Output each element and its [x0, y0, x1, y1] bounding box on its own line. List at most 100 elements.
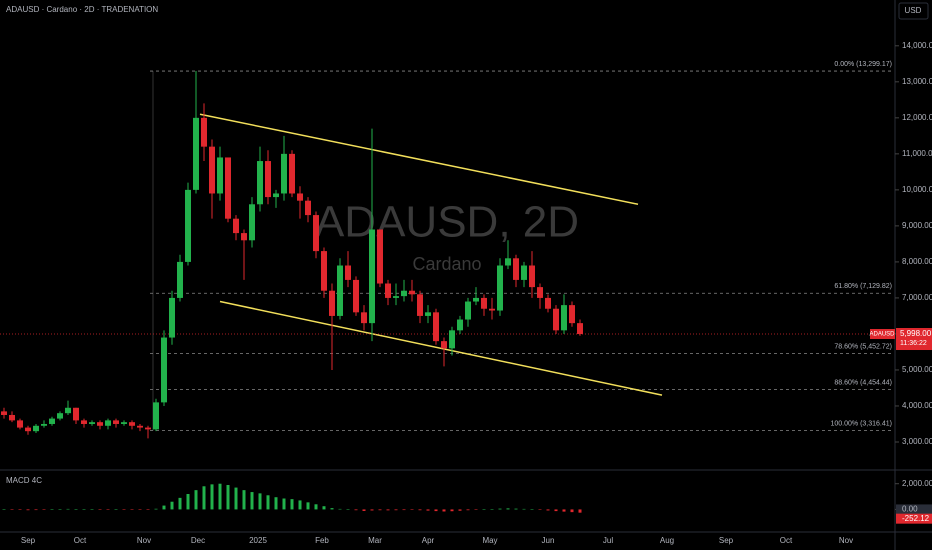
candle-body	[569, 305, 575, 324]
candle-body	[113, 420, 119, 424]
candle-body	[169, 297, 175, 338]
histogram-bar	[234, 487, 238, 510]
histogram-bar	[2, 509, 6, 510]
histogram-bar	[106, 509, 110, 510]
histogram-bar	[146, 509, 150, 510]
histogram-bar	[282, 498, 286, 510]
y-tick-label: 14,000.00	[902, 41, 932, 50]
candle-body	[153, 402, 159, 430]
candle-body	[49, 418, 55, 424]
y-tick-label: 8,000.00	[902, 257, 932, 266]
zero-tag	[896, 504, 932, 515]
candle-body	[33, 425, 39, 432]
x-tick-label: Sep	[21, 536, 36, 545]
watermark-sub: Cardano	[412, 254, 481, 274]
histogram-bar	[378, 509, 382, 511]
histogram-bar	[578, 509, 582, 513]
candle-body	[529, 265, 535, 288]
candle-body	[393, 296, 399, 298]
candle-body	[497, 265, 503, 311]
candle-body	[129, 422, 135, 426]
x-tick-label: 2025	[249, 536, 267, 545]
fib-label: 100.00% (3,316.41)	[831, 420, 893, 427]
histogram-bar	[338, 508, 342, 510]
histogram-bar	[546, 509, 550, 511]
histogram-bar	[442, 509, 446, 512]
value-tag	[896, 513, 932, 524]
histogram-bar	[498, 508, 502, 510]
histogram-bar	[562, 509, 566, 512]
histogram-bar	[330, 508, 334, 510]
histogram-bar	[258, 493, 262, 510]
histogram-bar	[210, 484, 214, 510]
x-tick-label: Oct	[74, 536, 87, 545]
candle-body	[489, 308, 495, 311]
candle-body	[433, 312, 439, 342]
histogram-bar	[18, 509, 22, 510]
candle-body	[513, 258, 519, 280]
candle-body	[65, 407, 71, 414]
histogram-bar	[266, 495, 270, 510]
candle-body	[121, 422, 127, 424]
candle-body	[297, 193, 303, 201]
histogram-bar	[98, 509, 102, 510]
candle-body	[57, 413, 63, 419]
candle-body	[201, 117, 207, 147]
histogram-bar	[66, 508, 70, 510]
histogram-bar	[42, 509, 46, 510]
histogram-bar	[386, 509, 390, 511]
histogram-bar	[34, 509, 38, 511]
histogram-bar	[354, 509, 358, 511]
header-title: ADAUSD · Cardano · 2D · TRADENATION	[6, 5, 158, 14]
currency[interactable]: USD	[905, 6, 922, 15]
histogram-bar	[490, 509, 494, 510]
histogram-bar	[250, 492, 254, 510]
currency-button[interactable]	[898, 2, 929, 20]
histogram-bar	[314, 504, 318, 510]
candle-body	[265, 161, 271, 198]
x-tick-label: Jul	[603, 536, 613, 545]
candle-body	[313, 215, 319, 252]
histogram-bar	[154, 508, 158, 510]
candle-body	[241, 233, 247, 241]
candle-body	[521, 265, 527, 280]
y-tick-label: 12,000.00	[902, 113, 932, 122]
histogram-bar	[58, 509, 62, 510]
candle-body	[537, 287, 543, 298]
histogram-bar	[506, 508, 510, 510]
histogram-bar	[218, 483, 222, 510]
histogram-bar	[122, 509, 126, 510]
histogram-bar	[242, 490, 246, 510]
histogram-bar	[306, 502, 310, 510]
symbol-tag-label: ADAUSD	[869, 332, 895, 338]
candle-body	[73, 407, 79, 421]
candle-body	[41, 423, 47, 426]
y-tick-label: 5,000.00	[902, 365, 932, 374]
histogram-bar	[322, 506, 326, 510]
candle-body	[329, 290, 335, 316]
candle-body	[81, 420, 87, 424]
histogram-bar	[538, 509, 542, 510]
candle-body	[385, 283, 391, 298]
y-tick-label: 9,000.00	[902, 221, 932, 230]
candle-body	[97, 422, 103, 426]
histogram-bar	[194, 490, 198, 510]
candle-body	[481, 297, 487, 309]
fib-label: 78.60% (5,452.72)	[834, 343, 892, 350]
candle-body	[257, 161, 263, 205]
histogram-bar	[226, 485, 230, 510]
y-tick-label: 2,000.00	[902, 479, 932, 488]
x-tick-label: Mar	[368, 536, 382, 545]
y-tick-label: 10,000.00	[902, 185, 932, 194]
candle-body	[409, 290, 415, 295]
histogram-bar	[530, 509, 534, 510]
candle-body	[249, 204, 255, 241]
histogram-bar	[402, 509, 406, 511]
y-tick-label: 4,000.00	[902, 401, 932, 410]
candle-body	[321, 251, 327, 291]
candle-body	[193, 117, 199, 190]
candle-body	[305, 200, 311, 216]
